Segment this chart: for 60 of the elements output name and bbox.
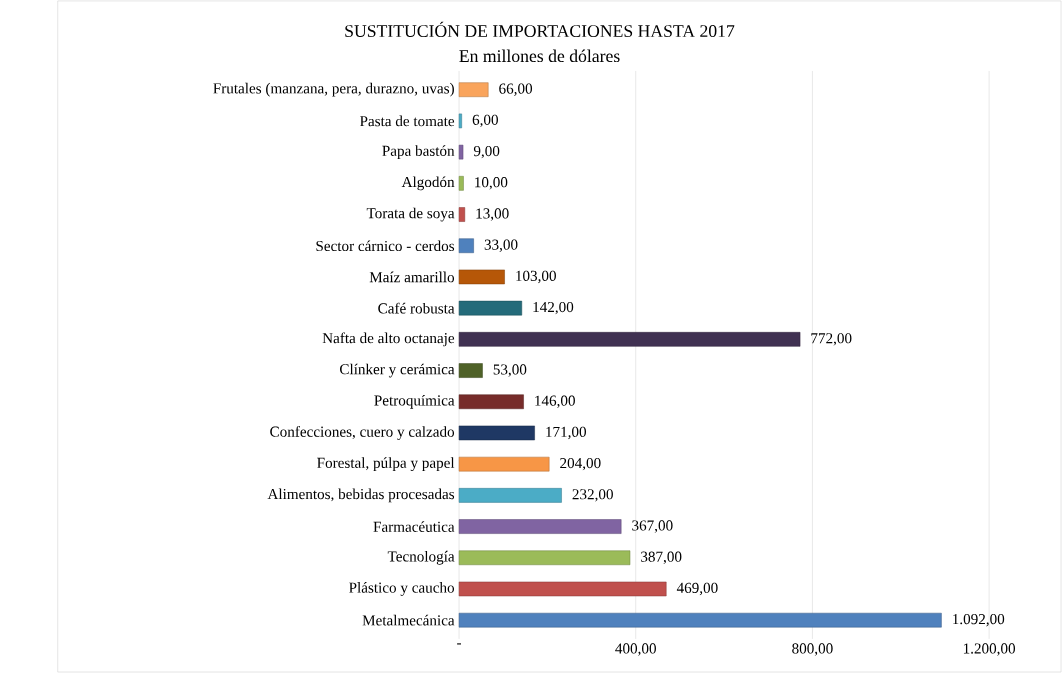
data-label: 6,00 — [472, 114, 498, 128]
y-tick-label: Farmacéutica — [373, 521, 455, 532]
y-tick-label: Tecnología — [387, 550, 455, 565]
bar — [458, 238, 474, 254]
data-label: 53,00 — [493, 364, 527, 377]
chart-title: SUSTITUCIÓN DE IMPORTACIONES HASTA 2017 — [345, 21, 735, 38]
data-label: 103,00 — [516, 270, 556, 284]
data-label: 387,00 — [641, 551, 682, 564]
bar — [458, 456, 550, 472]
data-label: 772,00 — [811, 333, 852, 346]
x-tick-label: - — [457, 643, 462, 645]
y-tick-label: Papa bastón — [382, 145, 455, 160]
bar — [458, 612, 942, 628]
bar — [458, 144, 464, 160]
y-tick-label: Plástico y caucho — [349, 582, 455, 596]
data-label: 13,00 — [476, 208, 509, 221]
data-label: 9,00 — [473, 145, 500, 159]
bar — [458, 488, 562, 503]
x-tick-label: 1.200,00 — [963, 643, 1016, 656]
bar — [458, 82, 489, 97]
y-tick-label: Sector cárnico - cerdos — [316, 240, 455, 252]
bar — [458, 269, 505, 285]
y-tick-label: Confecciones, cuero y calzado — [270, 426, 455, 440]
data-label: 10,00 — [475, 177, 508, 190]
data-label: 469,00 — [676, 582, 718, 596]
data-label: 204,00 — [560, 457, 601, 471]
bar — [458, 519, 622, 534]
data-label: 1.092,00 — [953, 613, 1005, 627]
y-tick-label: Frutales (manzana, pera, durazno, uvas) — [213, 82, 454, 97]
y-tick-label: Clínker y cerámica — [340, 363, 455, 378]
bar — [458, 425, 535, 441]
data-label: 142,00 — [533, 301, 574, 315]
bar — [458, 394, 524, 410]
bar — [458, 550, 631, 566]
bar — [458, 300, 523, 316]
y-tick-label: Metalmecánica — [362, 614, 455, 626]
y-tick-label: Maíz amarillo — [369, 271, 455, 283]
y-tick-label: Nafta de alto octanaje — [322, 332, 455, 347]
bar — [458, 581, 667, 597]
data-label: 66,00 — [499, 83, 533, 96]
bar — [458, 113, 462, 129]
y-tick-label: Café robusta — [378, 302, 455, 314]
y-tick-label: Algodón — [401, 176, 455, 191]
data-label: 232,00 — [572, 489, 613, 502]
bar — [458, 332, 801, 347]
y-tick-label: Torata de soya — [366, 207, 455, 222]
y-tick-label: Forestal, púlpa y papel — [317, 457, 455, 472]
data-label: 171,00 — [546, 426, 587, 440]
data-label: 146,00 — [535, 395, 575, 408]
chart-subtitle: En millones de dólares — [459, 49, 620, 63]
bar — [458, 363, 483, 378]
x-tick-label: 800,00 — [792, 643, 833, 656]
data-label: 33,00 — [484, 239, 518, 252]
data-label: 367,00 — [632, 520, 673, 533]
bar — [458, 207, 466, 222]
x-tick-label: 400,00 — [615, 643, 656, 656]
y-tick-label: Pasta de tomate — [360, 115, 455, 127]
y-tick-label: Petroquímica — [374, 394, 455, 409]
y-tick-label: Alimentos, bebidas procesadas — [267, 488, 455, 503]
bar — [458, 176, 464, 191]
